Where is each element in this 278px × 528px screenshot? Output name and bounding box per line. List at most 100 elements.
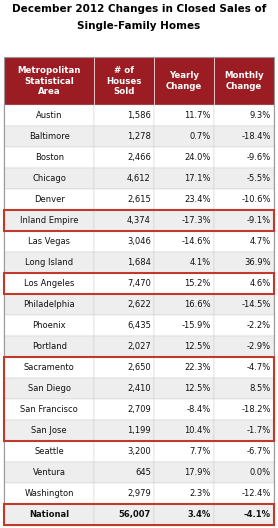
Text: 7.7%: 7.7% [189,447,211,456]
Bar [95,105,154,126]
Bar [214,57,274,105]
Text: -8.4%: -8.4% [187,405,211,414]
Text: 10.4%: 10.4% [184,426,211,435]
Bar [214,210,274,231]
Text: 2,466: 2,466 [127,153,151,162]
Text: 56,007: 56,007 [119,510,151,519]
Text: Long Island: Long Island [25,258,73,267]
Text: -14.5%: -14.5% [242,300,271,309]
Bar [154,147,214,168]
Bar [4,126,95,147]
Text: Yearly
Change: Yearly Change [166,71,202,91]
Bar [154,231,214,252]
Bar [95,231,154,252]
Text: San Francisco: San Francisco [20,405,78,414]
Text: 36.9%: 36.9% [244,258,271,267]
Text: 17.1%: 17.1% [184,174,211,183]
Bar [214,357,274,378]
Bar [154,462,214,483]
Bar [154,399,214,420]
Bar [4,504,274,525]
Text: 2,027: 2,027 [127,342,151,351]
Bar [214,315,274,336]
Text: -6.7%: -6.7% [247,447,271,456]
Bar [95,315,154,336]
Bar [214,378,274,399]
Bar [214,483,274,504]
Text: -4.7%: -4.7% [247,363,271,372]
Text: 2,410: 2,410 [127,384,151,393]
Text: 2.3%: 2.3% [190,489,211,498]
Text: 2,650: 2,650 [127,363,151,372]
Bar [95,210,154,231]
Text: -12.4%: -12.4% [242,489,271,498]
Bar [95,336,154,357]
Text: -2.9%: -2.9% [247,342,271,351]
Text: San Diego: San Diego [28,384,71,393]
Bar [154,315,214,336]
Bar [4,483,95,504]
Text: Seattle: Seattle [34,447,64,456]
Bar [154,273,214,294]
Text: 2,615: 2,615 [127,195,151,204]
Bar [214,231,274,252]
Bar [214,420,274,441]
Bar [95,168,154,189]
Bar [4,147,95,168]
Bar [154,57,214,105]
Text: Washington: Washington [24,489,74,498]
Text: -1.7%: -1.7% [247,426,271,435]
Bar [95,378,154,399]
Bar [214,189,274,210]
Bar [95,294,154,315]
Bar [4,315,95,336]
Bar [95,357,154,378]
Text: 16.6%: 16.6% [184,300,211,309]
Bar [214,252,274,273]
Bar [95,126,154,147]
Bar [154,420,214,441]
Text: 3,046: 3,046 [127,237,151,246]
Bar [95,273,154,294]
Text: -9.6%: -9.6% [247,153,271,162]
Bar [154,252,214,273]
Bar [95,147,154,168]
Text: -18.2%: -18.2% [242,405,271,414]
Bar [154,336,214,357]
Bar [4,294,95,315]
Text: Chicago: Chicago [32,174,66,183]
Bar [95,420,154,441]
Text: Austin: Austin [36,111,63,120]
Text: 1,199: 1,199 [127,426,151,435]
Bar [214,399,274,420]
Bar [154,126,214,147]
Text: 0.0%: 0.0% [250,468,271,477]
Text: Denver: Denver [34,195,65,204]
Bar [154,168,214,189]
Bar [154,189,214,210]
Bar [4,504,95,525]
Text: 8.5%: 8.5% [250,384,271,393]
Bar [214,126,274,147]
Bar [4,462,95,483]
Text: 12.5%: 12.5% [184,384,211,393]
Bar [95,462,154,483]
Text: Phoenix: Phoenix [33,321,66,330]
Bar [4,441,95,462]
Bar [214,441,274,462]
Text: 2,979: 2,979 [127,489,151,498]
Bar [4,189,95,210]
Bar [214,147,274,168]
Text: -4.1%: -4.1% [244,510,271,519]
Text: 1,586: 1,586 [127,111,151,120]
Text: 2,709: 2,709 [127,405,151,414]
Text: -10.6%: -10.6% [242,195,271,204]
Text: Baltimore: Baltimore [29,132,70,141]
Bar [4,273,95,294]
Text: -18.4%: -18.4% [242,132,271,141]
Bar [154,441,214,462]
Text: -2.2%: -2.2% [247,321,271,330]
Bar [4,231,95,252]
Text: Boston: Boston [35,153,64,162]
Text: -9.1%: -9.1% [247,216,271,225]
